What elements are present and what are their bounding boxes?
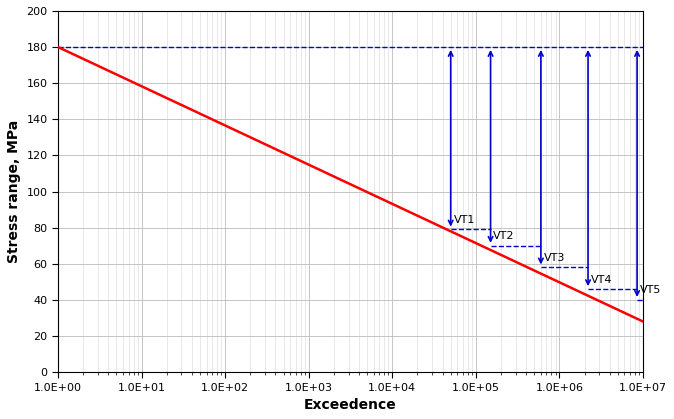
Y-axis label: Stress range, MPa: Stress range, MPa bbox=[7, 120, 21, 263]
X-axis label: Exceedence: Exceedence bbox=[304, 398, 397, 412]
Text: VT3: VT3 bbox=[544, 253, 565, 263]
Text: VT4: VT4 bbox=[591, 274, 613, 285]
Text: VT1: VT1 bbox=[454, 215, 475, 225]
Text: VT2: VT2 bbox=[493, 231, 515, 241]
Text: VT5: VT5 bbox=[640, 285, 661, 295]
